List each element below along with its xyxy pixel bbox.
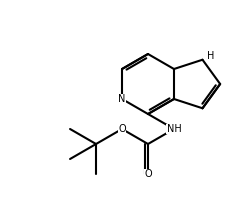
Text: O: O bbox=[118, 124, 126, 134]
Text: O: O bbox=[144, 169, 152, 179]
Text: N: N bbox=[118, 94, 126, 104]
Text: NH: NH bbox=[166, 124, 181, 134]
Text: H: H bbox=[207, 51, 214, 61]
